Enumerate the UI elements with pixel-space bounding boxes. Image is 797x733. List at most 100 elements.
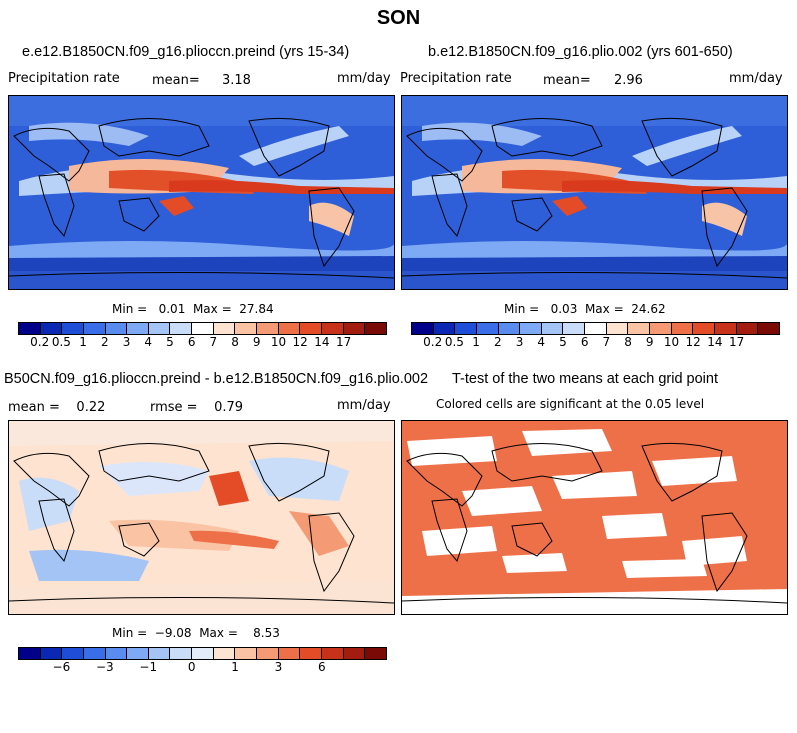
colorbar-segment xyxy=(257,323,279,334)
colorbar-segment xyxy=(40,323,63,334)
colorbar-segment xyxy=(278,323,301,334)
colorbar-tick-label: 5 xyxy=(559,335,567,349)
colorbar-tick-label: −1 xyxy=(139,660,158,674)
colorbar-segment xyxy=(127,648,149,659)
colorbar-segment xyxy=(83,648,106,659)
colorbar-precip-left xyxy=(18,322,387,335)
colorbar-tick-label: 0.5 xyxy=(444,335,464,349)
colorbar-tick-label: −6 xyxy=(52,660,71,674)
colorbar-segment xyxy=(520,323,542,334)
mean-label-top-right: mean= xyxy=(543,73,591,88)
colorbar-segment xyxy=(671,323,694,334)
colorbar-segment xyxy=(412,323,434,334)
colorbar-tick-label: 1 xyxy=(231,660,239,674)
difference-map-svg xyxy=(9,421,394,614)
colorbar-tick-label: 12 xyxy=(685,335,701,349)
colorbar-tick-label: 4 xyxy=(537,335,546,349)
colorbar-segment xyxy=(563,323,586,334)
colorbar-segment xyxy=(127,323,149,334)
colorbar-segment xyxy=(693,323,715,334)
panel-title-bottom-left: B50CN.f09_g16.plioccn.preind - b.e12.B18… xyxy=(4,371,429,387)
colorbar-segment xyxy=(170,648,193,659)
colorbar-tick-label: 0.2 xyxy=(423,335,443,349)
colorbar-segment xyxy=(40,648,63,659)
units-top-left: mm/day xyxy=(337,71,391,86)
colorbar-segment xyxy=(321,323,344,334)
colorbar-tick-label: 0.5 xyxy=(51,335,71,349)
colorbar-segment xyxy=(19,648,41,659)
colorbar-tick-label: 14 xyxy=(314,335,330,349)
colorbar-segment xyxy=(365,323,386,334)
colorbar-tick-label: 6 xyxy=(187,335,196,349)
colorbar-segment xyxy=(433,323,456,334)
colorbar-segment xyxy=(541,323,564,334)
colorbar-segment xyxy=(606,323,629,334)
colorbar-tick-label: 7 xyxy=(209,335,218,349)
colorbar-tick-label: 9 xyxy=(252,335,261,349)
colorbar-segment xyxy=(213,323,236,334)
colorbar-tick-label: 7 xyxy=(602,335,611,349)
colorbar-difference xyxy=(18,647,387,660)
colorbar-segment xyxy=(62,323,84,334)
panel-title-bottom-right: T-test of the two means at each grid poi… xyxy=(452,371,718,387)
panel-title-top-right: b.e12.B1850CN.f09_g16.plio.002 (yrs 601-… xyxy=(428,44,733,60)
variable-label-top-left: Precipitation rate xyxy=(8,71,120,86)
colorbar-segment xyxy=(628,323,651,334)
mean-value-top-right: 2.96 xyxy=(614,73,643,88)
minmax-top-right: Min = 0.03 Max = 24.62 xyxy=(504,302,666,316)
colorbar-segment xyxy=(714,323,737,334)
colorbar-segment xyxy=(300,323,322,334)
colorbar-precip-right xyxy=(411,322,780,335)
colorbar-tick-label: 12 xyxy=(292,335,308,349)
units-top-right: mm/day xyxy=(729,71,783,86)
panel-subtitle-bottom-right: Colored cells are significant at the 0.0… xyxy=(436,397,705,411)
colorbar-segment xyxy=(148,648,171,659)
colorbar-segment xyxy=(235,648,258,659)
significance-map-svg xyxy=(402,421,787,614)
mean-label-top-left: mean= xyxy=(152,73,200,88)
colorbar-tick-label: 2 xyxy=(100,335,109,349)
minmax-top-left: Min = 0.01 Max = 27.84 xyxy=(112,302,274,316)
colorbar-tick-label: 10 xyxy=(270,335,287,349)
colorbar-segment xyxy=(650,323,672,334)
colorbar-tick-label: 3 xyxy=(274,660,283,674)
colorbar-tick-label: 5 xyxy=(166,335,174,349)
colorbar-tick-label: 14 xyxy=(707,335,723,349)
units-bottom-left: mm/day xyxy=(337,398,391,413)
colorbar-tick-label: 6 xyxy=(318,660,326,674)
precip-map-top-left xyxy=(8,95,395,290)
colorbar-tick-label: 8 xyxy=(231,335,239,349)
colorbar-tick-label: 10 xyxy=(663,335,680,349)
precip-map-top-right xyxy=(401,95,788,290)
colorbar-segment xyxy=(105,648,128,659)
colorbar-segment xyxy=(105,323,128,334)
variable-label-top-right: Precipitation rate xyxy=(400,71,512,86)
panel-title-top-left: e.e12.B1850CN.f09_g16.plioccn.preind (yr… xyxy=(22,44,350,60)
significance-map xyxy=(401,420,788,615)
precip-map-svg xyxy=(9,96,394,289)
colorbar-segment xyxy=(758,323,779,334)
figure-title: SON xyxy=(376,7,421,29)
minmax-bottom-left: Min = −9.08 Max = 8.53 xyxy=(112,626,280,640)
colorbar-segment xyxy=(498,323,521,334)
colorbar-tick-label: 0.2 xyxy=(30,335,50,349)
colorbar-segment xyxy=(19,323,41,334)
colorbar-tick-label: 3 xyxy=(515,335,524,349)
colorbar-segment xyxy=(83,323,106,334)
colorbar-segment xyxy=(257,648,279,659)
colorbar-segment xyxy=(213,648,236,659)
colorbar-segment xyxy=(455,323,477,334)
colorbar-segment xyxy=(300,648,322,659)
colorbar-segment xyxy=(736,323,759,334)
colorbar-segment xyxy=(343,323,366,334)
difference-map xyxy=(8,420,395,615)
colorbar-segment xyxy=(148,323,171,334)
colorbar-tick-label: 3 xyxy=(122,335,131,349)
colorbar-segment xyxy=(62,648,84,659)
rmse-text-bottom-left: rmse = 0.79 xyxy=(150,400,244,415)
colorbar-segment xyxy=(476,323,499,334)
colorbar-tick-label: 0 xyxy=(187,660,196,674)
colorbar-segment xyxy=(343,648,366,659)
colorbar-segment xyxy=(585,323,607,334)
colorbar-tick-label: 17 xyxy=(335,335,352,349)
